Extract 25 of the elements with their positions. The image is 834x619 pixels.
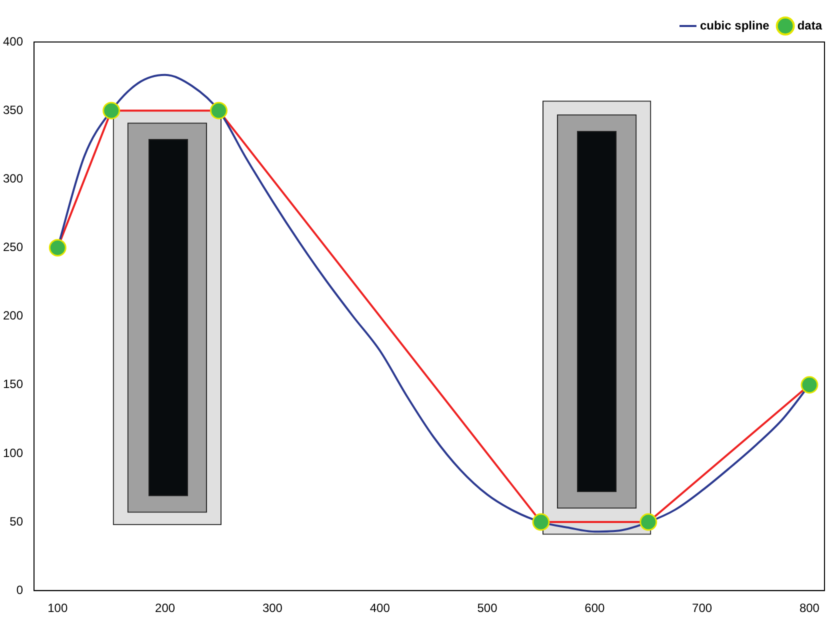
point	[640, 513, 658, 531]
x-tick-label: 200	[155, 601, 176, 616]
y-tick-label: 50	[10, 514, 24, 528]
y-tick-label: 200	[2, 308, 24, 323]
legend-label: cubic spline	[700, 18, 770, 32]
x-tick-label: 800	[799, 601, 820, 616]
x-tick-label: 400	[370, 601, 390, 616]
y-tick-label: 0	[16, 582, 24, 597]
y-tick-label: 250	[2, 240, 24, 254]
x-tick-label: 500	[477, 601, 498, 616]
y-tick-label: 400	[2, 34, 24, 48]
point	[102, 102, 120, 120]
y-tick-label: 150	[2, 377, 24, 392]
y-tick-label: 350	[2, 102, 24, 117]
point	[800, 376, 818, 394]
x-tick-label: 700	[692, 601, 712, 616]
y-tick-label: 300	[2, 171, 24, 186]
x-tick-label: 600	[584, 601, 605, 616]
x-tick-label: 300	[262, 601, 283, 616]
y-tick-label: 100	[2, 446, 24, 460]
point	[210, 102, 228, 120]
point	[532, 513, 550, 531]
point	[48, 238, 66, 256]
x-tick-label: 100	[48, 601, 68, 616]
legend-label: data	[797, 18, 822, 32]
